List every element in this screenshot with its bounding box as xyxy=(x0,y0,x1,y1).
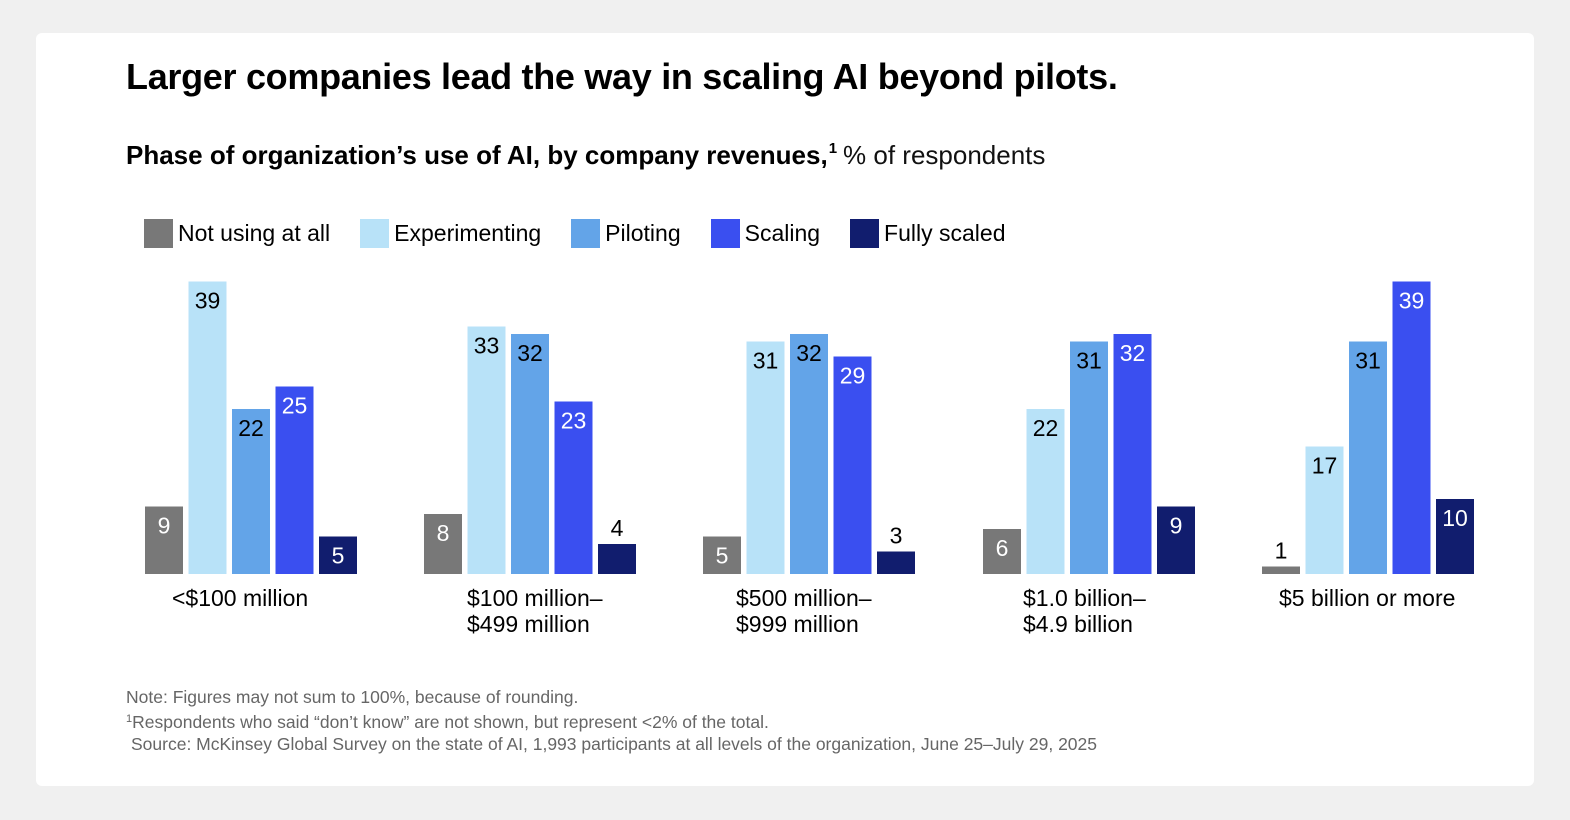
data-label: 8 xyxy=(437,520,450,546)
bar-piloting xyxy=(1070,341,1108,574)
legend-swatch xyxy=(144,219,173,248)
data-label: 17 xyxy=(1312,453,1338,479)
category-label: $5 billion or more xyxy=(1279,585,1455,611)
chart-subtitle: Phase of organization’s use of AI, by co… xyxy=(126,140,1045,171)
bar-scaling xyxy=(1392,281,1431,574)
bar-group-0: 9 39 22 25 5 xyxy=(145,281,357,574)
bar-piloting xyxy=(790,334,828,574)
bar-fully-scaled xyxy=(319,536,357,574)
bar-scaling xyxy=(1113,334,1152,574)
legend-label: Scaling xyxy=(744,220,821,246)
data-label: 22 xyxy=(238,415,264,441)
data-label: 4 xyxy=(611,515,624,541)
legend-item-scaling: Scaling xyxy=(710,219,821,248)
category-label-line2: $499 million xyxy=(467,611,590,637)
data-label: 31 xyxy=(1076,348,1102,374)
footnote-mark: 1 xyxy=(126,713,133,725)
data-label: 9 xyxy=(1170,513,1183,539)
data-label: 31 xyxy=(1355,348,1381,374)
data-label: 3 xyxy=(890,523,903,549)
legend-label: Fully scaled xyxy=(884,220,1006,246)
legend-item-fully-scaled: Fully scaled xyxy=(850,219,1005,248)
legend-label: Piloting xyxy=(605,220,681,246)
data-label: 5 xyxy=(332,543,345,569)
bar-not-using-at-all xyxy=(703,536,741,574)
footnote-body: Respondents who said “don’t know” are no… xyxy=(132,712,769,732)
bar-experimenting xyxy=(1026,409,1065,574)
bar-fully-scaled xyxy=(598,544,636,574)
legend-item-not-using-at-all: Not using at all xyxy=(144,219,330,248)
category-label: $100 million– $499 million xyxy=(467,585,603,637)
bar-piloting xyxy=(1349,341,1387,574)
bar-fully-scaled xyxy=(1436,499,1474,574)
subtitle-main: Phase of organization’s use of AI, by co… xyxy=(126,140,828,170)
note-text: Note: Figures may not sum to 100%, becau… xyxy=(126,687,579,707)
data-label: 5 xyxy=(716,543,729,569)
data-label: 39 xyxy=(1399,288,1425,314)
legend-swatch xyxy=(710,219,740,248)
category-label-line1: $5 billion or more xyxy=(1279,585,1455,611)
legend-item-piloting: Piloting xyxy=(571,219,681,248)
bar-not-using-at-all xyxy=(983,529,1021,574)
data-label: 6 xyxy=(996,535,1009,561)
bar-group-1: 8 33 32 23 4 xyxy=(424,326,636,574)
category-label: $500 million– $999 million xyxy=(736,585,872,637)
bar-group-3: 6 22 31 32 9 xyxy=(983,334,1195,574)
category-label: <$100 million xyxy=(172,585,308,611)
data-label: 22 xyxy=(1033,415,1059,441)
chart-notes: Note: Figures may not sum to 100%, becau… xyxy=(126,686,1097,755)
data-label: 1 xyxy=(1275,538,1288,564)
legend-item-experimenting: Experimenting xyxy=(360,219,541,248)
category-label-line1: $1.0 billion– xyxy=(1023,585,1146,611)
data-label: 9 xyxy=(158,513,171,539)
chart-legend: Not using at all Experimenting Piloting Sca… xyxy=(144,219,1035,248)
category-label: $1.0 billion– $4.9 billion xyxy=(1023,585,1146,637)
data-label: 23 xyxy=(561,408,587,434)
bar-fully-scaled xyxy=(877,551,915,574)
bar-experimenting xyxy=(467,326,506,574)
bar-scaling xyxy=(275,386,314,574)
bar-piloting xyxy=(232,409,270,574)
bar-piloting xyxy=(511,334,549,574)
subtitle-footnote-mark: 1 xyxy=(828,140,838,157)
chart-title: Larger companies lead the way in scaling… xyxy=(126,56,1118,97)
category-label-line2: $999 million xyxy=(736,611,859,637)
legend-swatch xyxy=(360,219,390,248)
data-label: 29 xyxy=(840,363,866,389)
legend-label: Not using at all xyxy=(178,220,331,246)
bar-experimenting xyxy=(1305,446,1344,574)
bar-group-4: 1 17 31 39 10 xyxy=(1262,281,1474,574)
data-label: 39 xyxy=(195,288,221,314)
data-label: 32 xyxy=(517,340,543,366)
category-label-line1: $100 million– xyxy=(467,585,603,611)
bar-scaling xyxy=(833,356,872,574)
data-label: 25 xyxy=(282,393,308,419)
bar-not-using-at-all xyxy=(145,506,183,574)
source-text: Source: McKinsey Global Survey on the st… xyxy=(131,734,1097,754)
legend-label: Experimenting xyxy=(394,220,542,246)
bar-group-2: 5 31 32 29 3 xyxy=(703,334,915,574)
bar-not-using-at-all xyxy=(424,514,462,574)
data-label: 32 xyxy=(796,340,822,366)
legend-swatch xyxy=(571,219,601,248)
category-label-line1: $500 million– xyxy=(736,585,872,611)
footnote-text: 1Respondents who said “don’t know” are n… xyxy=(126,708,1097,733)
bar-scaling xyxy=(554,401,593,574)
category-label-line1: <$100 million xyxy=(172,585,308,611)
legend-swatch xyxy=(850,219,880,248)
bar-experimenting xyxy=(746,341,785,574)
data-label: 33 xyxy=(474,333,500,359)
bar-not-using-at-all xyxy=(1262,566,1300,574)
data-label: 10 xyxy=(1442,505,1468,531)
data-label: 32 xyxy=(1120,340,1146,366)
subtitle-unit: % of respondents xyxy=(843,140,1046,170)
bar-experimenting xyxy=(188,281,227,574)
data-label: 31 xyxy=(753,348,779,374)
bar-fully-scaled xyxy=(1157,506,1195,574)
category-label-line2: $4.9 billion xyxy=(1023,611,1133,637)
